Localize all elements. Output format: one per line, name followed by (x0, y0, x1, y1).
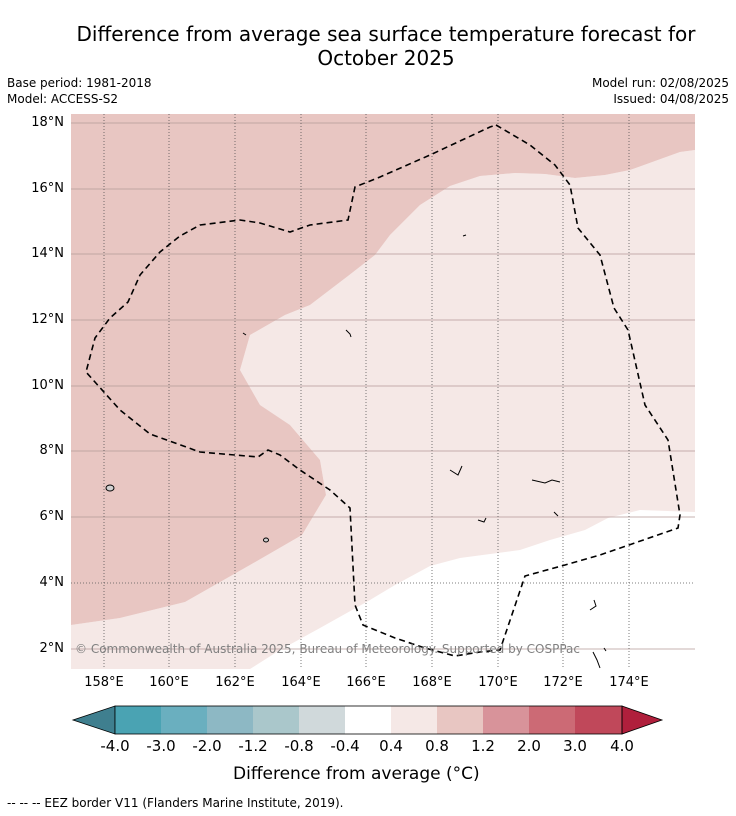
atoll (462, 234, 467, 237)
colorbar-label: -3.0 (146, 737, 176, 755)
colorbar-bin (437, 706, 483, 734)
colorbar-bin (207, 706, 253, 734)
colorbar-label: 0.8 (425, 737, 449, 755)
model-name: Model: ACCESS-S2 (7, 92, 119, 106)
zone-1.2-2.0-top (71, 114, 695, 625)
colorbar-bin (483, 706, 529, 734)
colorbar-label: -1.2 (238, 737, 268, 755)
x-tick: 172°E (543, 675, 583, 690)
colorbar (71, 705, 664, 735)
atoll (589, 599, 597, 611)
atoll (345, 329, 352, 338)
colorbar-frame (114, 705, 623, 735)
grid (71, 114, 695, 669)
eez-legend-note: -- -- -- EEZ border V11 (Flanders Marine… (7, 796, 344, 810)
colorbar-label: 0.4 (379, 737, 403, 755)
colorbar-label: 4.0 (610, 737, 634, 755)
atoll (477, 517, 487, 523)
colorbar-bin (345, 706, 391, 734)
meta-right: Model run: 02/08/2025 Issued: 04/08/2025 (592, 75, 729, 107)
zone-0.8-1.2 (71, 150, 695, 669)
y-tick: 8°N (39, 443, 65, 458)
x-tick: 174°E (609, 675, 649, 690)
colorbar-low-extend (71, 705, 116, 735)
y-tick: 16°N (31, 181, 64, 196)
colorbar-label: -4.0 (100, 737, 130, 755)
x-tick: 166°E (346, 675, 386, 690)
grid-v (103, 114, 630, 669)
y-tick: 2°N (39, 641, 65, 656)
colorbar-title: Difference from average (°C) (233, 764, 480, 784)
eez-border (85, 124, 681, 657)
colorbar-bin (161, 706, 207, 734)
base-period: Base period: 1981-2018 (7, 76, 152, 90)
y-tick: 6°N (39, 509, 65, 524)
colorbar-label: -2.0 (192, 737, 222, 755)
island (105, 484, 115, 492)
colorbar-label: -0.4 (330, 737, 360, 755)
x-tick: 170°E (478, 675, 518, 690)
copyright-text: © Commonwealth of Australia 2025, Bureau… (75, 642, 580, 656)
colorbar-bin (529, 706, 575, 734)
colorbar-label: 3.0 (563, 737, 587, 755)
y-tick: 12°N (31, 312, 64, 327)
colorbar-bin (115, 706, 161, 734)
atoll (592, 651, 601, 669)
atoll (603, 647, 607, 652)
map-title: Difference from average sea surface temp… (0, 22, 736, 70)
x-tick: 158°E (84, 675, 124, 690)
atoll (242, 332, 247, 336)
atoll (449, 465, 463, 476)
colorbar-bin (575, 706, 622, 734)
y-tick: 14°N (31, 246, 64, 261)
y-tick: 18°N (31, 115, 64, 130)
map-panel (71, 114, 695, 669)
grid-h (71, 122, 695, 650)
x-tick: 168°E (412, 675, 452, 690)
colorbar-high-extend (621, 705, 664, 735)
title-line-2: October 2025 (317, 46, 455, 70)
islands (105, 234, 607, 669)
colorbar-label: -0.8 (284, 737, 314, 755)
colorbar-bin (391, 706, 437, 734)
x-tick: 162°E (215, 675, 255, 690)
x-tick: 164°E (281, 675, 321, 690)
title-line-1: Difference from average sea surface temp… (76, 22, 696, 46)
model-run: Model run: 02/08/2025 (591, 76, 729, 90)
y-tick: 10°N (31, 378, 64, 393)
atoll (553, 511, 559, 517)
atoll (531, 479, 561, 484)
island (263, 537, 269, 543)
colorbar-label: 1.2 (471, 737, 495, 755)
meta-left: Base period: 1981-2018 Model: ACCESS-S2 (7, 75, 152, 107)
colorbar-label: 2.0 (517, 737, 541, 755)
colorbar-bin (253, 706, 299, 734)
y-tick: 4°N (39, 575, 65, 590)
x-tick: 160°E (149, 675, 189, 690)
colorbar-bin (299, 706, 345, 734)
issued-date: Issued: 04/08/2025 (613, 92, 729, 106)
